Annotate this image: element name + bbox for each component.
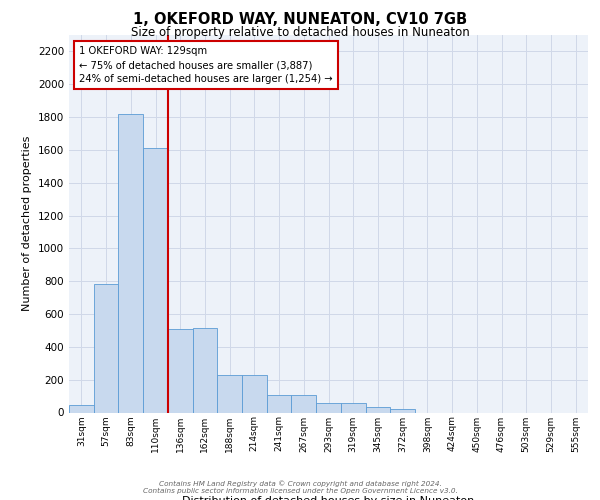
Bar xyxy=(267,396,292,412)
Bar xyxy=(292,396,316,412)
Bar xyxy=(390,409,415,412)
Text: 1, OKEFORD WAY, NUNEATON, CV10 7GB: 1, OKEFORD WAY, NUNEATON, CV10 7GB xyxy=(133,12,467,28)
Bar xyxy=(242,375,267,412)
Bar xyxy=(341,404,365,412)
Bar xyxy=(365,407,390,412)
Text: Size of property relative to detached houses in Nuneaton: Size of property relative to detached ho… xyxy=(131,26,469,39)
X-axis label: Distribution of detached houses by size in Nuneaton: Distribution of detached houses by size … xyxy=(182,496,475,500)
Bar xyxy=(118,114,143,412)
Text: 1 OKEFORD WAY: 129sqm
← 75% of detached houses are smaller (3,887)
24% of semi-d: 1 OKEFORD WAY: 129sqm ← 75% of detached … xyxy=(79,46,333,84)
Bar xyxy=(94,284,118,412)
Text: Contains HM Land Registry data © Crown copyright and database right 2024.
Contai: Contains HM Land Registry data © Crown c… xyxy=(143,480,457,494)
Y-axis label: Number of detached properties: Number of detached properties xyxy=(22,136,32,312)
Bar xyxy=(143,148,168,412)
Bar xyxy=(193,328,217,412)
Bar xyxy=(168,329,193,412)
Bar xyxy=(316,404,341,412)
Bar xyxy=(217,375,242,412)
Bar xyxy=(69,405,94,412)
